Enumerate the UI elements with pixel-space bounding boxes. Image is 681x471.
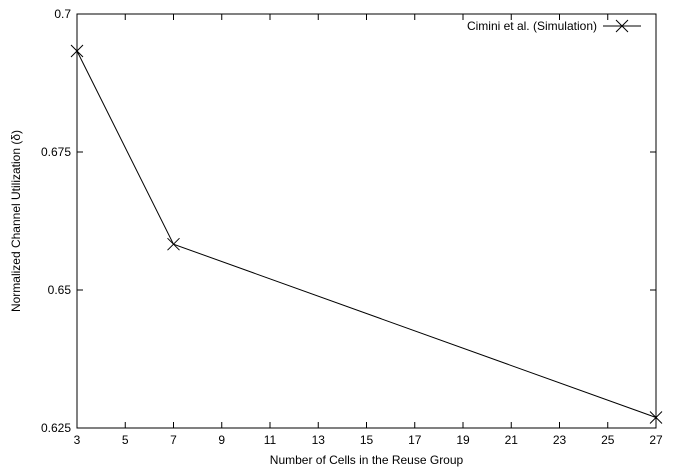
x-tick-label: 21 bbox=[505, 433, 519, 447]
x-axis-label: Number of Cells in the Reuse Group bbox=[270, 453, 464, 467]
y-tick-label: 0.7 bbox=[54, 7, 71, 21]
x-tick-label: 13 bbox=[312, 433, 326, 447]
x-tick-label: 3 bbox=[74, 433, 81, 447]
legend: Cimini et al. (Simulation) bbox=[467, 19, 641, 33]
x-tick-label: 27 bbox=[649, 433, 663, 447]
data-point-marker bbox=[615, 19, 629, 33]
x-tick-label: 9 bbox=[218, 433, 225, 447]
x-tick-label: 5 bbox=[122, 433, 129, 447]
legend-marker-x bbox=[615, 19, 629, 33]
series-line bbox=[76, 50, 657, 418]
x-axis-ticks: 3 5 7 9 11 13 15 17 19 21 23 25 27 bbox=[74, 14, 663, 447]
data-point-marker bbox=[167, 237, 180, 251]
y-tick-label: 0.625 bbox=[41, 421, 71, 435]
plot-frame bbox=[76, 13, 657, 429]
legend-label: Cimini et al. (Simulation) bbox=[467, 19, 597, 33]
y-axis-ticks: 0.625 0.65 0.675 0.7 bbox=[41, 7, 656, 435]
x-tick-label: 23 bbox=[553, 433, 567, 447]
x-tick-label: 15 bbox=[360, 433, 374, 447]
x-tick-label: 11 bbox=[264, 433, 277, 447]
x-tick-label: 19 bbox=[456, 433, 470, 447]
series-group bbox=[70, 44, 663, 424]
x-tick-label: 7 bbox=[170, 433, 177, 447]
y-axis-label: Normalized Channel Utilization (δ) bbox=[9, 130, 23, 312]
y-tick-label: 0.65 bbox=[48, 283, 72, 297]
y-tick-label: 0.675 bbox=[41, 145, 71, 159]
x-tick-label: 25 bbox=[601, 433, 615, 447]
x-tick-label: 17 bbox=[408, 433, 422, 447]
